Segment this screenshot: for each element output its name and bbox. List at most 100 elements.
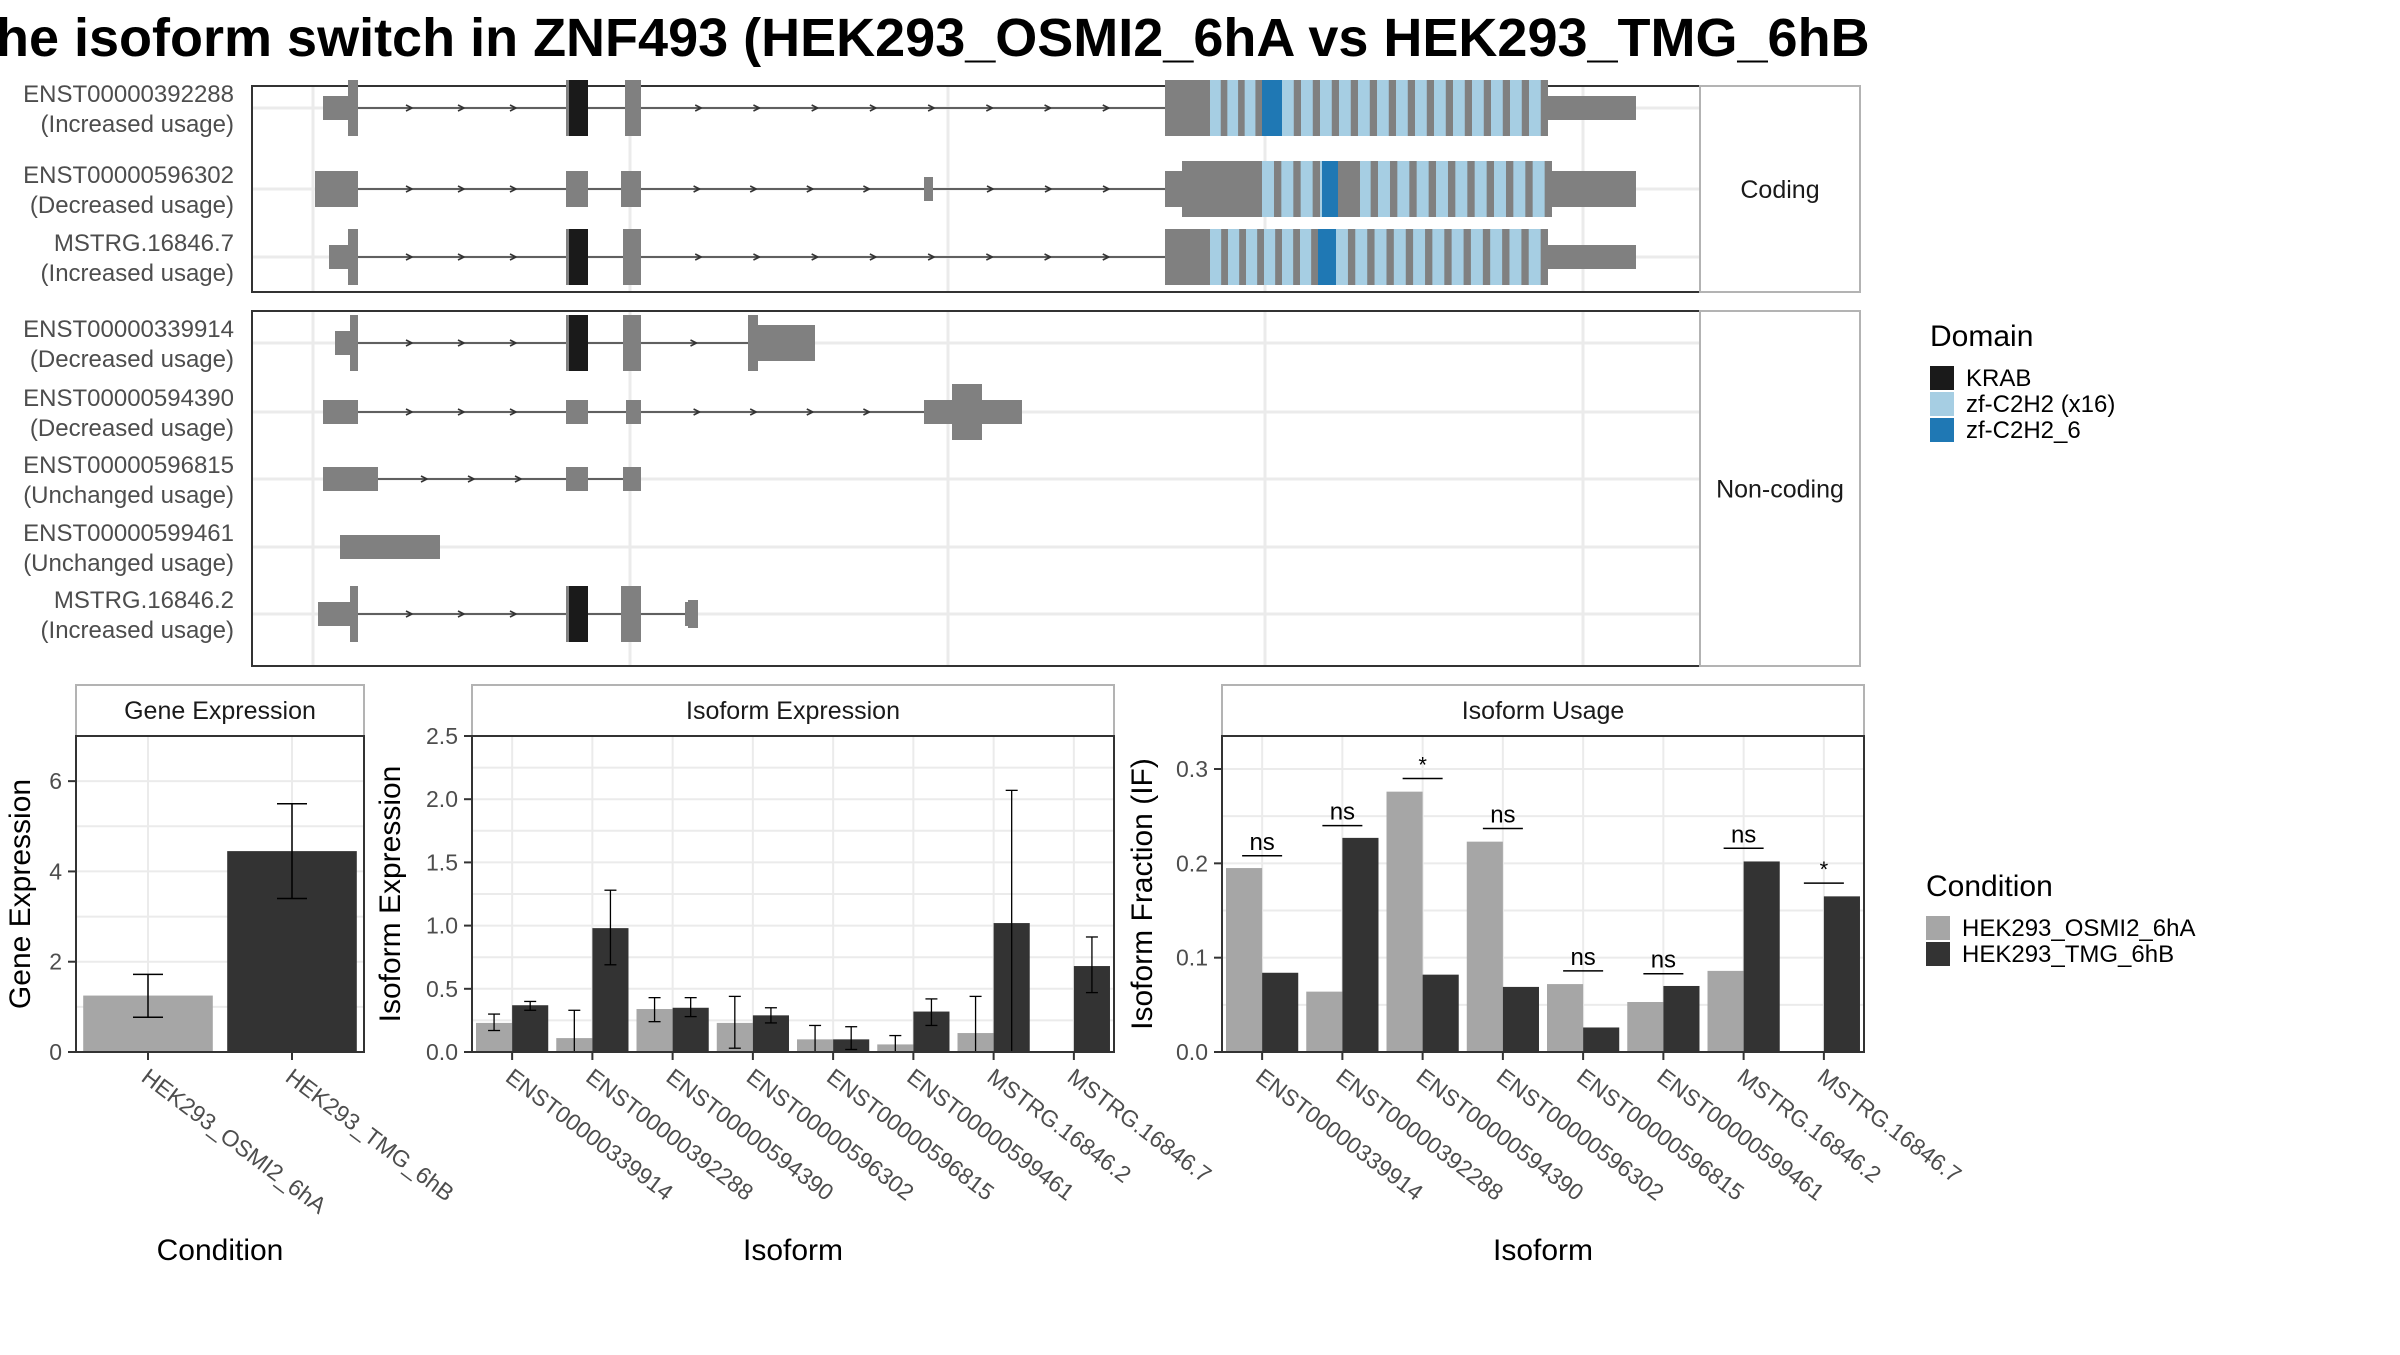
y-tick-label: 0.2 (1176, 850, 1208, 876)
domain-zf-c2h2 (1282, 229, 1294, 285)
domain-zf-c2h2 (1436, 161, 1448, 217)
exon-block (348, 229, 358, 285)
intron-direction-arrow (405, 339, 414, 347)
chart-border (1221, 735, 1865, 1053)
exon-block (318, 602, 350, 626)
bar (1306, 991, 1343, 1052)
intron-direction-arrow (869, 104, 878, 112)
exon-block (621, 586, 641, 642)
legend-domain-title: Domain (1930, 320, 2033, 353)
legend-domain-swatch (1930, 366, 1954, 390)
exon-block (350, 586, 358, 642)
domain-zf-c2h2 (1416, 161, 1429, 217)
structure-panel-coding: Coding ENST00000392288 (Increased usage) EN… (23, 80, 1861, 293)
figure-title: he isoform switch in ZNF493 (HEK293_OSMI… (0, 8, 1870, 68)
domain-zf-c2h2 (1210, 229, 1222, 285)
chart-title: Gene Expression (124, 697, 316, 725)
bar (1226, 868, 1263, 1052)
transcript-id-label: MSTRG.16846.7 (54, 230, 234, 257)
domain-zf-c2h2 (1393, 229, 1406, 285)
domain-zf-c2h2 (1262, 161, 1274, 217)
intron-direction-arrow (1102, 104, 1111, 112)
significance-label: ns (1249, 829, 1274, 856)
intron-direction-arrow (985, 104, 995, 112)
intron-direction-arrow (514, 475, 523, 483)
intron-direction-arrow (509, 104, 518, 112)
bar (1627, 1002, 1664, 1052)
y-tick-label: 0.3 (1176, 756, 1208, 782)
facet-strip-label: Coding (1740, 176, 1819, 204)
bar (1707, 970, 1744, 1052)
y-tick-label: 0.1 (1176, 945, 1208, 971)
exon-block (623, 315, 641, 371)
facet-strip (1699, 85, 1861, 293)
bar (1823, 896, 1860, 1052)
intron-direction-arrow (1102, 253, 1111, 261)
legend-condition-label: HEK293_OSMI2_6hA (1962, 915, 2195, 942)
exon-block (623, 229, 641, 285)
y-tick-label: 0.5 (426, 976, 458, 1002)
intron-direction-arrow (806, 408, 815, 416)
chart-title: Isoform Expression (686, 697, 900, 725)
legend-condition-swatch (1926, 942, 1950, 966)
exon-block (348, 80, 358, 136)
intron-direction-arrow (749, 408, 758, 416)
chart-isoform-expression: Isoform Expression0.00.51.01.52.02.5ENST… (374, 684, 1216, 1267)
domain-krab (569, 315, 588, 371)
transcript-usage-label: (Increased usage) (41, 617, 234, 644)
intron-direction-arrow (457, 339, 466, 347)
y-tick-label: 1.5 (426, 849, 458, 875)
bar (1743, 861, 1780, 1052)
chart-border (75, 735, 365, 1053)
facet-strip (1699, 310, 1861, 667)
bar (1466, 841, 1503, 1052)
intron-direction-arrow (693, 408, 702, 416)
domain-zf-c2h2 (1474, 161, 1487, 217)
intron-direction-arrow (509, 610, 518, 618)
exon-block (1548, 96, 1636, 120)
domain-zf-c2h2 (1264, 229, 1276, 285)
intron-direction-arrow (863, 408, 872, 416)
legend-domain-label: zf-C2H2_6 (1966, 417, 2081, 444)
exon-block (350, 315, 358, 371)
domain-zf-c2h2 (1282, 80, 1294, 136)
x-axis-label: Isoform (743, 1234, 843, 1267)
domain-zf-c2h2 (1358, 161, 1371, 217)
domain-zf-c2h2 (1451, 229, 1464, 285)
exon-block (626, 400, 641, 424)
domain-zf-c2h2 (1300, 161, 1313, 217)
domain-zf-c2h2 (1396, 80, 1408, 136)
significance-label: ns (1330, 799, 1355, 826)
bar (1262, 972, 1299, 1052)
domain-zf-c2h2 (1434, 80, 1446, 136)
facet-strip-label: Non-coding (1716, 476, 1844, 504)
intron-direction-arrow (1044, 253, 1053, 261)
domain-zf-c2h2 (1491, 80, 1503, 136)
exon-block (315, 171, 358, 207)
domain-zf-c2h2 (1281, 161, 1294, 217)
domain-zf-c2h2 (1358, 80, 1370, 136)
chart-title: Isoform Usage (1462, 697, 1625, 725)
exon-block (566, 171, 588, 207)
chart-border (471, 735, 1115, 1053)
y-tick-label: 2.5 (426, 723, 458, 749)
exon-block (758, 325, 815, 361)
exon-block (685, 602, 688, 626)
intron-direction-arrow (1044, 185, 1053, 193)
intron-direction-arrow (749, 185, 758, 193)
intron-direction-arrow (690, 339, 699, 347)
transcript-usage-label: (Decreased usage) (30, 192, 234, 219)
domain-zf-c2h2 (1355, 229, 1368, 285)
transcript-id-label: ENST00000599461 (23, 520, 234, 547)
transcript-id-label: ENST00000339914 (23, 316, 234, 343)
domain-zf-c2h2-6 (1318, 229, 1336, 285)
exon-block (688, 600, 698, 628)
bar (1422, 974, 1459, 1052)
exon-block (924, 177, 933, 201)
significance-label: * (1820, 857, 1829, 882)
bar (1583, 1027, 1620, 1052)
x-tick-label: MSTRG.16846.7 (1813, 1063, 1966, 1188)
significance-label: ns (1570, 944, 1595, 971)
